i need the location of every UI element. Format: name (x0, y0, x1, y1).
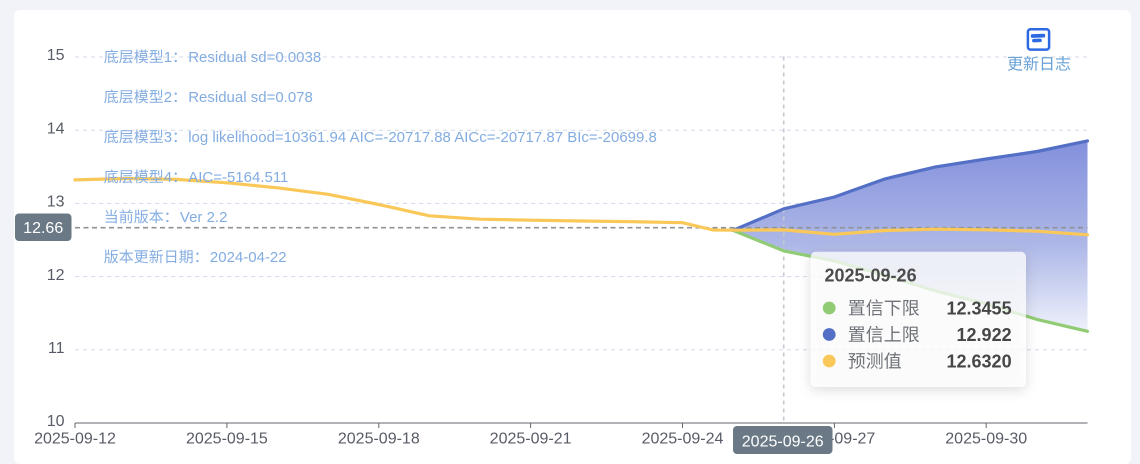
svg-text:14: 14 (47, 120, 65, 137)
svg-text:15: 15 (47, 47, 65, 64)
svg-text:Ver 2.2: Ver 2.2 (180, 209, 228, 226)
svg-text:3: 3 (164, 129, 172, 146)
svg-text:2025-09-30: 2025-09-30 (945, 431, 1027, 448)
svg-text:12.6320: 12.6320 (947, 351, 1012, 371)
svg-text:2025-09-12: 2025-09-12 (34, 431, 116, 448)
svg-text:2025-09-24: 2025-09-24 (642, 431, 724, 448)
svg-text:Residual sd=0.0038: Residual sd=0.0038 (188, 49, 321, 66)
svg-text:11: 11 (48, 340, 65, 357)
svg-text:2: 2 (164, 89, 172, 106)
svg-text:12.3455: 12.3455 (947, 298, 1012, 318)
svg-text:12: 12 (47, 267, 65, 284)
svg-text:2025-09-21: 2025-09-21 (490, 431, 572, 448)
svg-text:Residual sd=0.078: Residual sd=0.078 (188, 89, 313, 106)
svg-text:log likelihood=10361.94 AIC=-2: log likelihood=10361.94 AIC=-20717.88 AI… (188, 129, 657, 146)
svg-text:2025-09-26: 2025-09-26 (742, 434, 824, 451)
svg-text:2025-09-18: 2025-09-18 (338, 431, 420, 448)
svg-text:12.922: 12.922 (957, 325, 1012, 345)
svg-text:4: 4 (164, 169, 172, 186)
svg-text:10: 10 (47, 413, 65, 430)
svg-text:2025-09-15: 2025-09-15 (186, 431, 268, 448)
svg-text:2025-09-26: 2025-09-26 (825, 266, 917, 286)
svg-text:13: 13 (47, 194, 65, 211)
svg-text:12.66: 12.66 (23, 220, 63, 237)
svg-text:1: 1 (164, 49, 172, 66)
svg-text:2024-04-22: 2024-04-22 (210, 249, 287, 266)
svg-text:AIC=-5164.511: AIC=-5164.511 (188, 169, 288, 186)
